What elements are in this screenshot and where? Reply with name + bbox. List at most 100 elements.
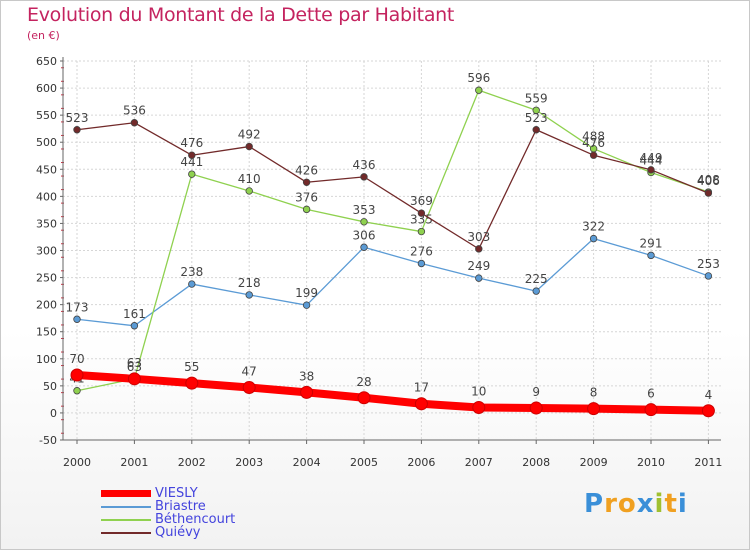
data-point (73, 387, 81, 395)
data-label: 306 (353, 228, 376, 242)
y-tick-label: 50 (43, 380, 57, 393)
y-tick-label: 150 (36, 326, 57, 339)
data-point (360, 173, 368, 181)
y-tick-label: 100 (36, 353, 57, 366)
data-point (532, 106, 540, 114)
data-label: 253 (697, 257, 720, 271)
data-label: 70 (69, 352, 84, 366)
x-tick-label: 2009 (580, 456, 608, 469)
data-point (414, 397, 428, 411)
data-label: 161 (123, 307, 146, 321)
data-label: 441 (180, 155, 203, 169)
data-point (130, 322, 139, 330)
data-point (245, 291, 253, 299)
data-label: 47 (242, 364, 257, 378)
data-label: 173 (66, 300, 89, 314)
legend-swatch (101, 490, 151, 497)
legend-label: Béthencourt (155, 512, 236, 527)
x-tick-label: 2001 (120, 456, 148, 469)
data-label: 523 (66, 111, 89, 125)
data-point (302, 301, 311, 309)
data-label: 199 (295, 286, 318, 300)
data-point (704, 272, 713, 280)
proxiti-logo: Proxiti (584, 489, 688, 519)
data-label: 353 (353, 203, 376, 217)
y-tick-label: 600 (36, 82, 57, 95)
data-point (185, 376, 199, 390)
data-label: 6 (647, 387, 655, 401)
y-tick-label: 350 (36, 217, 57, 230)
x-tick-label: 2005 (350, 456, 378, 469)
data-point (360, 218, 368, 226)
data-label: 4 (705, 388, 713, 402)
data-label: 436 (353, 158, 376, 172)
data-label: 28 (356, 375, 371, 389)
x-tick-label: 2004 (293, 456, 321, 469)
data-label: 218 (238, 276, 261, 290)
data-point (529, 401, 543, 415)
legend-swatch (101, 519, 151, 521)
data-label: 38 (299, 369, 314, 383)
data-point (647, 251, 655, 260)
data-point (245, 187, 253, 195)
y-tick-label: 250 (36, 272, 57, 285)
data-point (704, 189, 713, 197)
data-label: 444 (640, 154, 663, 168)
y-tick-label: 550 (36, 109, 57, 122)
data-label: 476 (582, 136, 605, 150)
x-tick-label: 2011 (694, 456, 722, 469)
y-tick-label: -50 (39, 434, 57, 447)
data-label: 276 (410, 244, 433, 258)
x-tick-label: 2003 (235, 456, 263, 469)
data-label: 449 (640, 151, 663, 165)
data-point (188, 170, 196, 178)
legend-swatch (101, 532, 151, 534)
data-point (300, 385, 314, 399)
y-tick-label: 0 (50, 407, 57, 420)
data-label: 303 (467, 230, 490, 244)
data-point (417, 209, 426, 217)
data-point (242, 380, 256, 394)
x-tick-label: 2006 (407, 456, 435, 469)
data-label: 376 (295, 190, 318, 204)
data-point (532, 126, 540, 134)
x-tick-label: 2000 (63, 456, 91, 469)
y-tick-label: 500 (36, 136, 57, 149)
data-point (532, 287, 540, 295)
data-label: 410 (238, 172, 261, 186)
data-point (475, 274, 483, 282)
legend-swatch (101, 506, 151, 508)
x-tick-label: 2008 (522, 456, 550, 469)
legend-label: Quiévy (155, 525, 201, 540)
data-point (73, 126, 81, 134)
series-line-béthencourt (76, 89, 710, 392)
data-point (130, 119, 139, 127)
x-tick-label: 2007 (465, 456, 493, 469)
data-label: 10 (471, 385, 486, 399)
series-line-quiévy (76, 122, 710, 250)
data-point (302, 178, 311, 186)
data-label: 17 (414, 381, 429, 395)
data-label: 426 (295, 163, 318, 177)
x-tick-label: 2010 (637, 456, 665, 469)
y-tick-label: 300 (36, 245, 57, 258)
legend-label: Briastre (155, 499, 206, 514)
data-label: 238 (180, 265, 203, 279)
data-point (475, 86, 483, 94)
data-label: 63 (127, 356, 142, 370)
series-line-viesly (73, 371, 713, 415)
data-label: 406 (697, 174, 720, 188)
data-point (589, 234, 598, 243)
chart-unit-label: (en €) (27, 29, 60, 42)
y-tick-label: 200 (36, 299, 57, 312)
data-point (644, 403, 658, 417)
data-label: 249 (467, 259, 490, 273)
data-label: 559 (525, 91, 548, 105)
data-point (245, 142, 253, 151)
data-point (73, 315, 81, 323)
data-point (647, 166, 655, 174)
data-label: 225 (525, 272, 548, 286)
data-point (417, 259, 426, 268)
